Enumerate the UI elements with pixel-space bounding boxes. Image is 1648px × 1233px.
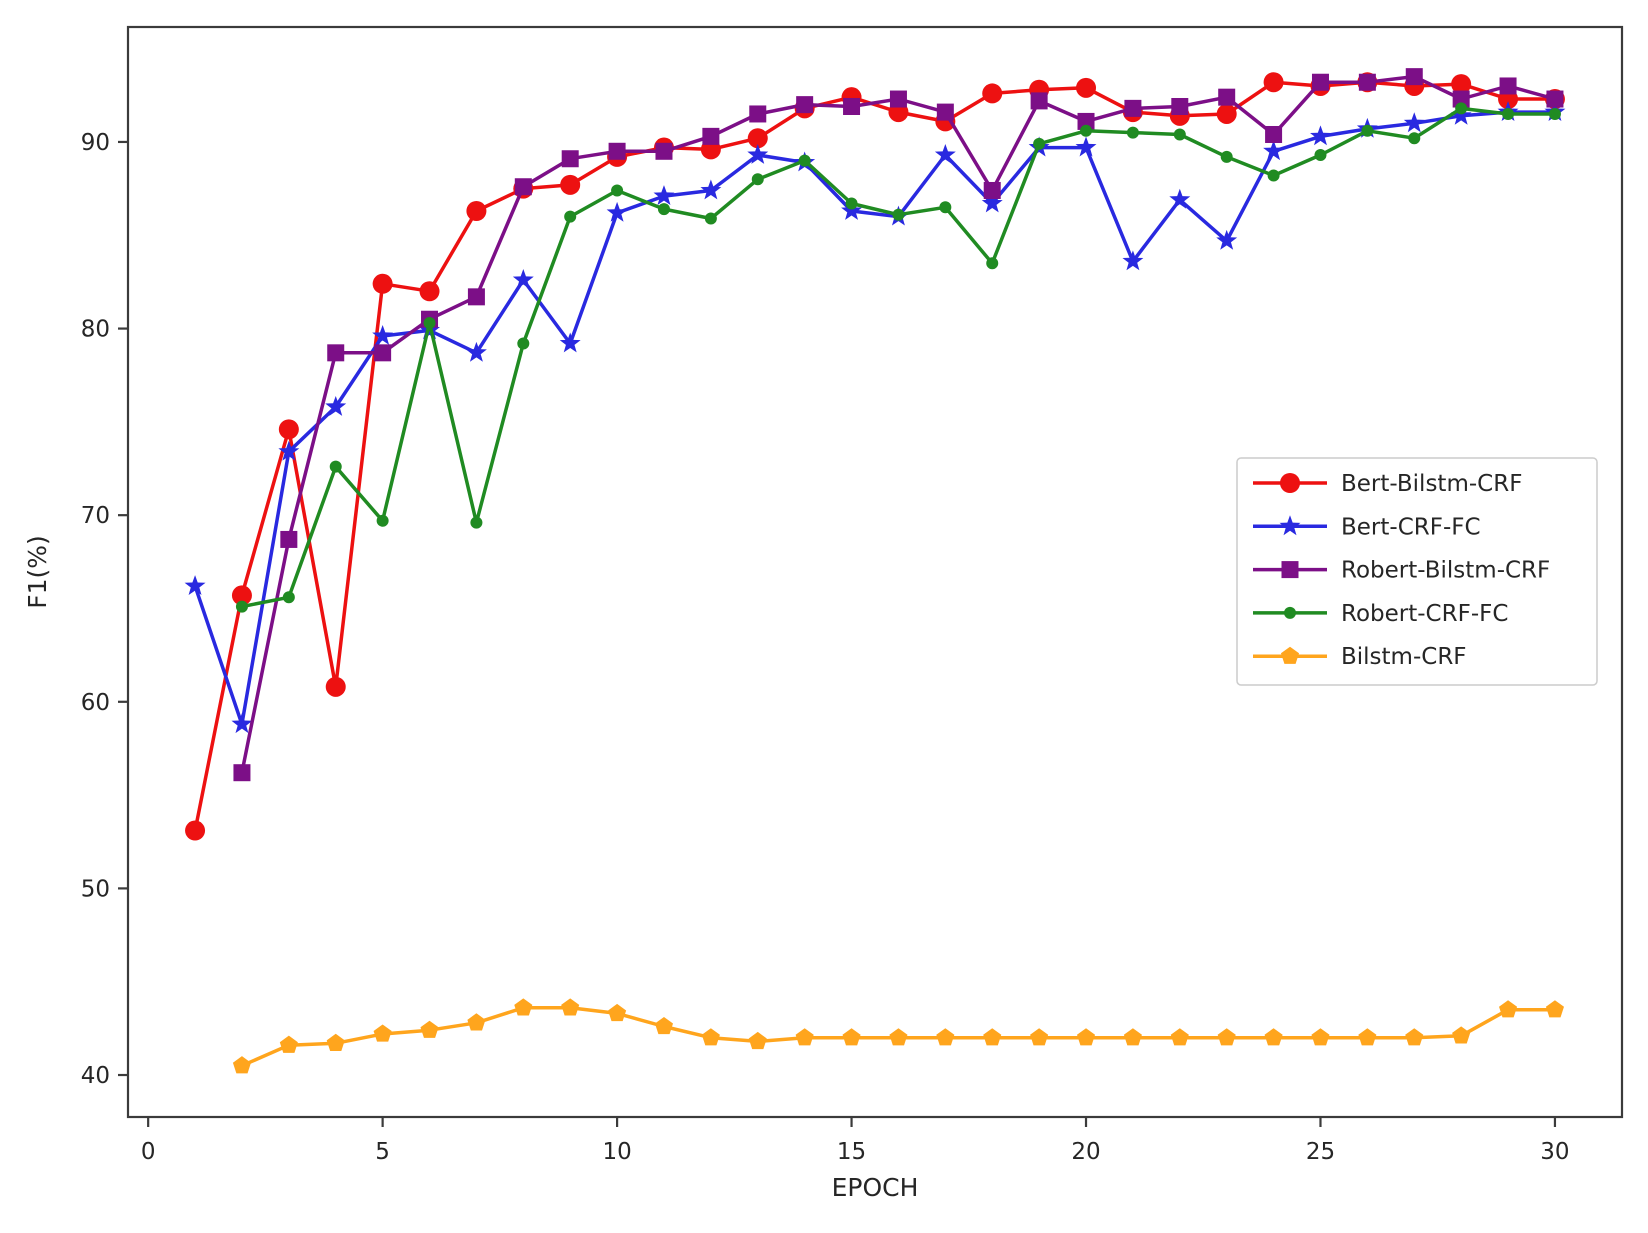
x-tick-label: 20 [1071, 1139, 1100, 1165]
y-tick-label: 60 [81, 690, 110, 716]
x-tick-label: 30 [1540, 1139, 1569, 1165]
y-tick-label: 50 [81, 876, 110, 902]
legend: Bert-Bilstm-CRF Bert-CRF-FC Robert-Bilstm-… [1236, 457, 1598, 686]
legend-entry-Bilstm-CRF: Bilstm-CRF [1253, 644, 1467, 670]
legend-box [1236, 457, 1598, 686]
legend-entry-Robert-CRF-FC: Robert-CRF-FC [1253, 601, 1508, 627]
series-markers-Robert-Bilstm-CRF [233, 68, 1564, 782]
legend-entry-Bert-Bilstm-CRF: Bert-Bilstm-CRF [1253, 471, 1522, 497]
series-Robert-CRF-FC [235, 102, 1561, 613]
plot-frame [126, 25, 1624, 1119]
x-tick-label: 0 [141, 1139, 156, 1165]
y-axis-label: F1(%) [23, 535, 52, 609]
x-axis-label: EPOCH [832, 1173, 919, 1202]
legend-label: Bert-Bilstm-CRF [1341, 471, 1522, 497]
series-Bilstm-CRF [232, 998, 1564, 1074]
legend-label: Robert-Bilstm-CRF [1341, 558, 1550, 584]
x-tick-label: 15 [837, 1139, 866, 1165]
x-tick-label: 10 [602, 1139, 631, 1165]
legend-entry-Bert-CRF-FC: Bert-CRF-FC [1253, 514, 1481, 540]
y-tick-label: 70 [81, 503, 110, 529]
series-markers-Bilstm-CRF [232, 998, 1564, 1074]
series-Bert-Bilstm-CRF [185, 72, 1565, 841]
legend-entry-Robert-Bilstm-CRF: Robert-Bilstm-CRF [1253, 558, 1550, 584]
y-tick-label: 80 [81, 317, 110, 343]
y-tick-label: 90 [81, 130, 110, 156]
series-markers-Bert-Bilstm-CRF [185, 72, 1565, 841]
series-Robert-Bilstm-CRF [233, 68, 1564, 782]
legend-label: Bilstm-CRF [1341, 644, 1467, 670]
y-tick-label: 40 [81, 1063, 110, 1089]
legend-label: Bert-CRF-FC [1341, 514, 1481, 540]
series-line-Bert-CRF-FC [193, 110, 1557, 726]
series-markers-Robert-CRF-FC [235, 102, 1561, 613]
x-tick-label: 5 [375, 1139, 390, 1165]
legend-label: Robert-CRF-FC [1341, 601, 1508, 627]
x-tick-label: 25 [1306, 1139, 1335, 1165]
